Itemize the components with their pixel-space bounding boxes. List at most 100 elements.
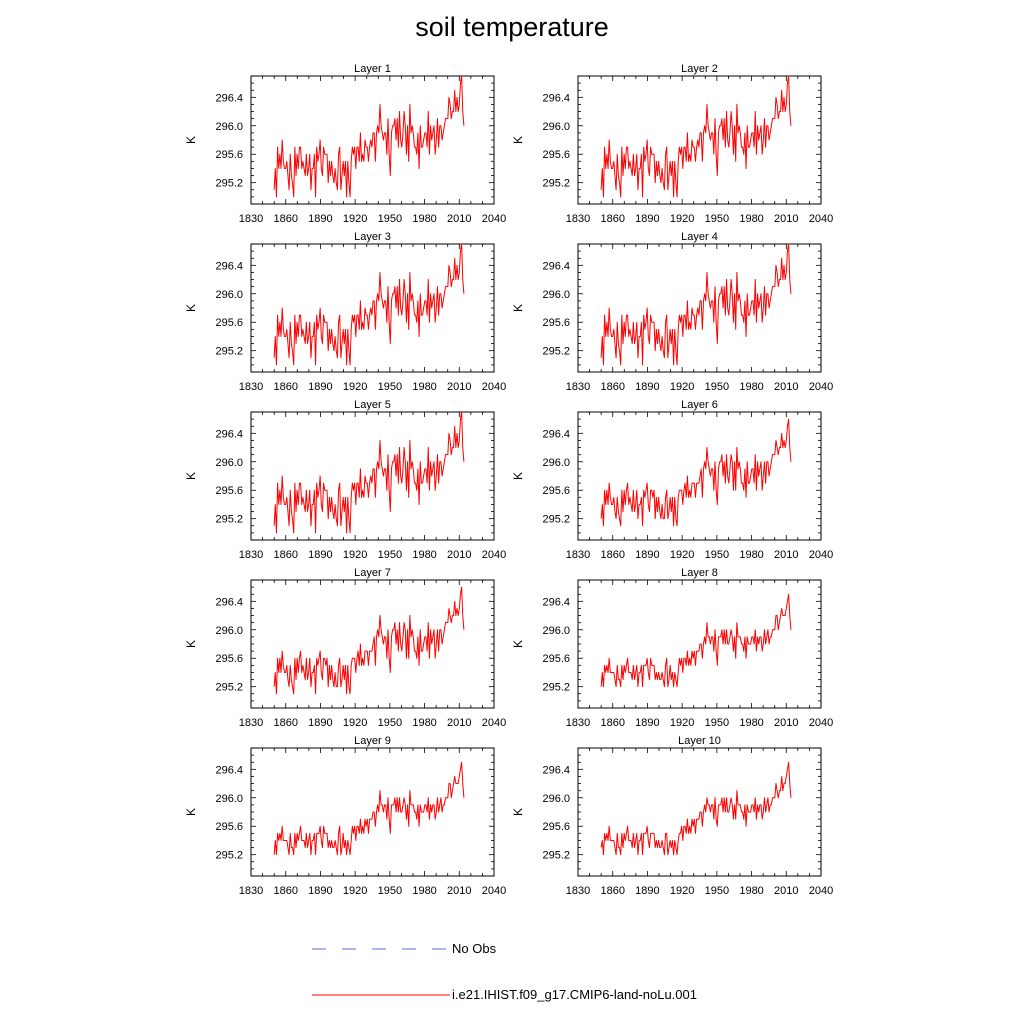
x-tick-label: 1860	[600, 213, 624, 225]
x-tick-label: 1830	[566, 381, 590, 393]
panel-title: Layer 2	[681, 63, 718, 75]
x-tick-label: 1950	[378, 717, 402, 729]
series-line	[273, 586, 465, 695]
panel-layer-5: Layer 5 K 1830 1860 1890 1920 1950 1980 2010 2040…	[184, 399, 506, 561]
series-line	[600, 593, 792, 688]
x-tick-label: 1860	[273, 549, 297, 561]
panel-layer-6: Layer 6 K 1830 1860 1890 1920 1950 1980 2010 2040…	[511, 399, 833, 561]
y-tick-label: 296.4	[215, 428, 243, 440]
y-tick-label: 296.4	[542, 92, 570, 104]
y-tick-label: 295.2	[542, 346, 570, 358]
x-tick-label: 1830	[239, 717, 263, 729]
x-tick-label: 1950	[378, 549, 402, 561]
x-tick-label: 1980	[739, 717, 763, 729]
x-tick-label: 1950	[705, 213, 729, 225]
x-tick-label: 1980	[412, 213, 436, 225]
panel-title: Layer 9	[354, 735, 391, 747]
y-axis-label: K	[511, 640, 525, 648]
x-tick-label: 1950	[378, 213, 402, 225]
y-axis-label: K	[184, 640, 198, 648]
x-tick-label: 1890	[308, 213, 332, 225]
y-tick-label: 295.6	[542, 653, 570, 665]
x-tick-label: 2040	[482, 213, 506, 225]
y-tick-label: 296.4	[542, 428, 570, 440]
x-tick-label: 1890	[635, 549, 659, 561]
x-tick-label: 1890	[635, 213, 659, 225]
x-tick-label: 1980	[739, 381, 763, 393]
series-line	[600, 243, 792, 366]
panel-title: Layer 7	[354, 567, 391, 579]
y-tick-label: 296.4	[215, 92, 243, 104]
x-tick-label: 1860	[600, 885, 624, 897]
y-tick-label: 296.0	[542, 457, 570, 469]
series-line	[273, 243, 465, 366]
y-tick-label: 296.0	[542, 793, 570, 805]
panel-title: Layer 1	[354, 63, 391, 75]
x-tick-label: 1950	[378, 381, 402, 393]
y-tick-label: 296.0	[215, 289, 243, 301]
series-line	[600, 418, 792, 527]
y-tick-label: 296.0	[542, 121, 570, 133]
x-tick-label: 1950	[705, 549, 729, 561]
y-tick-label: 295.2	[542, 178, 570, 190]
x-tick-label: 1860	[600, 549, 624, 561]
x-tick-label: 2040	[482, 381, 506, 393]
panel-title: Layer 6	[681, 399, 718, 411]
y-tick-label: 295.2	[542, 514, 570, 526]
panel-layer-7: Layer 7 K 1830 1860 1890 1920 1950 1980 2010 2040…	[184, 567, 506, 729]
x-tick-label: 2040	[809, 885, 833, 897]
y-tick-label: 296.4	[542, 596, 570, 608]
x-tick-label: 1890	[308, 885, 332, 897]
series-line	[273, 75, 465, 198]
panel-title: Layer 5	[354, 399, 391, 411]
panel-layer-2: Layer 2 K 1830 1860 1890 1920 1950 1980 2010 2040…	[511, 63, 833, 225]
y-tick-label: 296.0	[542, 289, 570, 301]
panel-title: Layer 8	[681, 567, 718, 579]
y-tick-label: 295.6	[215, 485, 243, 497]
x-tick-label: 1920	[343, 717, 367, 729]
x-tick-label: 1920	[670, 549, 694, 561]
x-tick-label: 1890	[308, 381, 332, 393]
y-tick-label: 296.4	[215, 260, 243, 272]
y-tick-label: 295.6	[542, 485, 570, 497]
y-tick-label: 296.0	[215, 793, 243, 805]
y-tick-label: 296.4	[215, 764, 243, 776]
y-tick-label: 295.6	[542, 317, 570, 329]
chart-title: soil temperature	[415, 12, 609, 42]
panel-title: Layer 3	[354, 231, 391, 243]
x-tick-label: 2010	[447, 381, 471, 393]
x-tick-label: 1830	[239, 213, 263, 225]
y-tick-label: 295.6	[215, 149, 243, 161]
x-tick-label: 1980	[412, 885, 436, 897]
y-tick-label: 295.6	[215, 317, 243, 329]
x-tick-label: 1980	[739, 213, 763, 225]
x-tick-label: 1860	[600, 381, 624, 393]
x-tick-label: 1920	[670, 213, 694, 225]
x-tick-label: 1890	[635, 381, 659, 393]
panel-layer-10: Layer 10 K 1830 1860 1890 1920 1950 1980 2010 204…	[511, 735, 833, 897]
x-tick-label: 1890	[308, 717, 332, 729]
x-tick-label: 1830	[566, 549, 590, 561]
x-tick-label: 1890	[635, 717, 659, 729]
x-tick-label: 2010	[774, 549, 798, 561]
x-tick-label: 2010	[447, 717, 471, 729]
x-tick-label: 1920	[670, 717, 694, 729]
x-tick-label: 1890	[308, 549, 332, 561]
x-tick-label: 1830	[566, 717, 590, 729]
x-tick-label: 1920	[343, 549, 367, 561]
panel-layer-8: Layer 8 K 1830 1860 1890 1920 1950 1980 2010 2040…	[511, 567, 833, 729]
y-tick-label: 295.2	[215, 346, 243, 358]
series-line	[600, 761, 792, 856]
y-tick-label: 295.2	[542, 850, 570, 862]
x-tick-label: 1830	[566, 213, 590, 225]
x-tick-label: 2040	[809, 549, 833, 561]
y-tick-label: 295.2	[215, 682, 243, 694]
y-axis-label: K	[184, 136, 198, 144]
x-tick-label: 1830	[566, 885, 590, 897]
panel-layer-1: Layer 1 K 1830 1860 1890 1920 1950 1980 2010 2040…	[184, 63, 506, 225]
panel-layer-3: Layer 3 K 1830 1860 1890 1920 1950 1980 2010 2040…	[184, 231, 506, 393]
y-tick-label: 296.0	[215, 457, 243, 469]
x-tick-label: 2010	[447, 549, 471, 561]
